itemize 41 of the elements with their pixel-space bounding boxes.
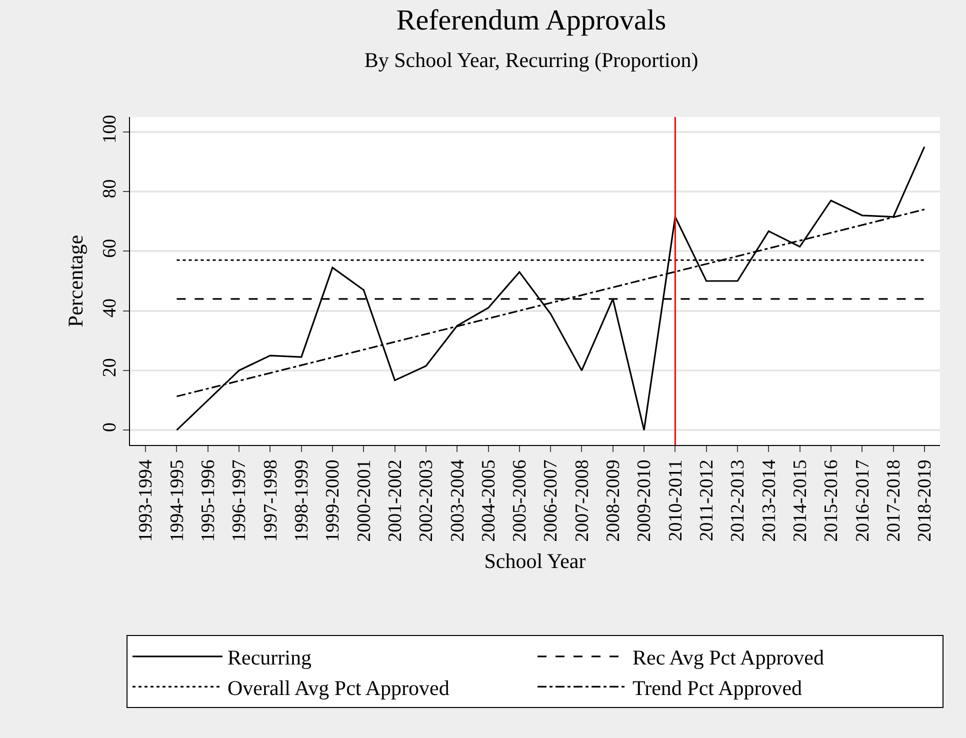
x-tick-label: 2006-2007	[540, 460, 562, 542]
x-tick-label: 2000-2001	[354, 460, 375, 542]
x-tick-label: 2017-2018	[883, 460, 904, 542]
x-tick-label: 2001-2002	[384, 460, 406, 542]
x-tick-label: 2016-2017	[852, 460, 874, 542]
x-tick-label: 2003-2004	[447, 459, 468, 542]
x-tick-label: 1993-1994	[136, 459, 157, 542]
x-tick-label: 2014-2015	[790, 460, 811, 542]
x-tick-label: 2002-2003	[416, 460, 438, 542]
x-tick-label: 1996-1997	[229, 460, 250, 542]
x-tick-label: 2013-2014	[758, 459, 780, 542]
y-tick-label: 60	[99, 238, 120, 258]
x-tick-label: 2012-2013	[728, 460, 749, 542]
x-tick-label: 2008-2009	[603, 460, 624, 542]
y-tick-label: 40	[99, 298, 120, 318]
x-tick-label: 1998-1999	[292, 460, 313, 542]
x-tick-label: 1995-1996	[198, 460, 220, 542]
x-tick-label: 2009-2010	[634, 460, 656, 542]
legend-label: Recurring	[228, 646, 312, 670]
y-tick-label: 100	[99, 114, 120, 144]
y-axis-title: Percentage	[64, 234, 88, 328]
x-tick-label: 2015-2016	[821, 460, 842, 542]
x-tick-label: 1994-1995	[166, 460, 188, 542]
x-tick-label: 2010-2011	[665, 460, 686, 542]
x-tick-label: 2005-2006	[510, 460, 531, 542]
legend-label: Rec Avg Pct Approved	[632, 646, 824, 670]
x-tick-label: 2011-2012	[696, 460, 718, 542]
x-axis-title: School Year	[484, 549, 586, 574]
chart-subtitle: By School Year, Recurring (Proportion)	[364, 48, 698, 72]
x-tick-label: 2018-2019	[914, 460, 936, 542]
line-series	[176, 146, 926, 431]
y-tick-label: 0	[99, 422, 120, 432]
x-tick-label: 2004-2005	[478, 460, 500, 542]
legend-label: Trend Pct Approved	[632, 676, 803, 700]
y-tick-label: 20	[99, 358, 120, 378]
x-tick-label: 1999-2000	[322, 460, 344, 542]
y-tick-label: 80	[99, 179, 120, 198]
x-tick-label: 2007-2008	[572, 460, 593, 542]
chart-title: Referendum Approvals	[396, 4, 666, 37]
legend-label: Overall Avg Pct Approved	[228, 676, 450, 700]
x-tick-label: 1997-1998	[260, 460, 282, 542]
